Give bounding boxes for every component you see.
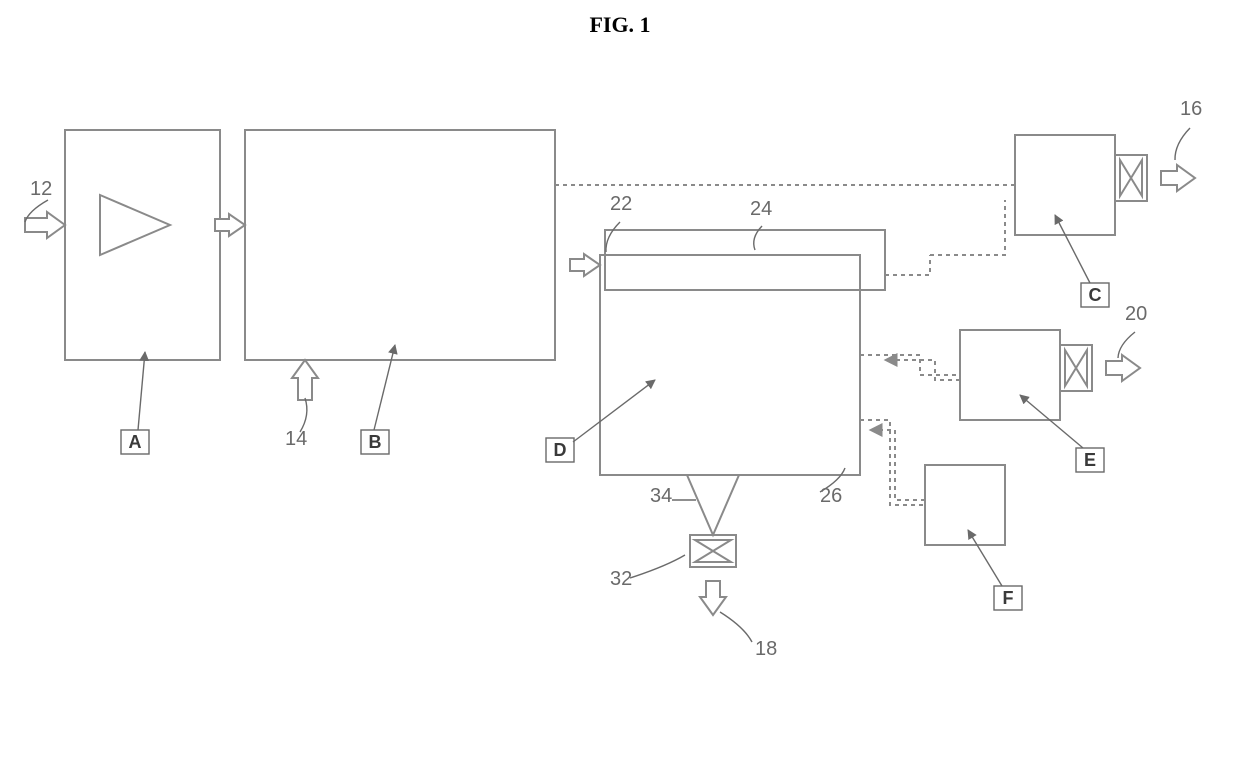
ref-number-20: 20 — [1125, 303, 1147, 325]
ref-leader-22 — [606, 222, 620, 252]
label-arrow-D — [573, 380, 655, 442]
block-b — [245, 130, 555, 360]
label-E: E — [1084, 450, 1096, 470]
connector — [930, 200, 1005, 255]
flow-arrow — [1161, 165, 1195, 191]
block-c — [1015, 135, 1115, 235]
valve-bowtie — [1120, 160, 1142, 196]
ref-leader-16 — [1175, 128, 1190, 160]
block-d_outer — [605, 230, 885, 290]
ref-number-32: 32 — [610, 568, 632, 590]
ref-number-22: 22 — [610, 193, 632, 215]
connector — [900, 355, 960, 375]
ref-number-24: 24 — [750, 198, 772, 220]
connector — [870, 430, 925, 500]
ref-leader-14 — [300, 398, 307, 432]
ref-number-18: 18 — [755, 638, 777, 660]
ref-leader-32 — [630, 555, 685, 578]
block-f — [925, 465, 1005, 545]
label-C: C — [1089, 285, 1102, 305]
valve-bowtie — [1065, 350, 1087, 386]
connector — [885, 360, 960, 380]
valve-bowtie — [695, 540, 731, 562]
label-B: B — [369, 432, 382, 452]
flow-arrow — [292, 360, 318, 400]
flow-arrow — [25, 212, 65, 238]
block-e — [960, 330, 1060, 420]
label-A: A — [129, 432, 142, 452]
ref-number-14: 14 — [285, 428, 307, 450]
connector — [885, 255, 930, 275]
block-d_main — [600, 255, 860, 475]
label-arrow-B — [374, 345, 395, 430]
label-arrow-A — [138, 352, 145, 430]
ref-leader-18 — [720, 612, 752, 642]
ref-number-16: 16 — [1180, 98, 1202, 120]
label-arrow-C — [1055, 215, 1090, 283]
funnel — [687, 475, 739, 535]
ref-number-26: 26 — [820, 485, 842, 507]
label-F: F — [1003, 588, 1014, 608]
flow-arrow — [700, 581, 726, 615]
flow-arrow — [570, 254, 600, 276]
ref-number-34: 34 — [650, 485, 672, 507]
label-arrow-F — [968, 530, 1002, 586]
flow-arrow — [1106, 355, 1140, 381]
figure-title: FIG. 1 — [0, 12, 1240, 38]
ref-number-12: 12 — [30, 178, 52, 200]
connector — [860, 420, 925, 505]
block-a — [65, 130, 220, 360]
ref-leader-20 — [1118, 332, 1135, 358]
label-D: D — [554, 440, 567, 460]
label-arrow-E — [1020, 395, 1083, 448]
figure-diagram: 12 14 16 18 20 22 24 26 32 34 A B C D E F — [0, 60, 1240, 770]
inlet-triangle — [100, 195, 170, 255]
